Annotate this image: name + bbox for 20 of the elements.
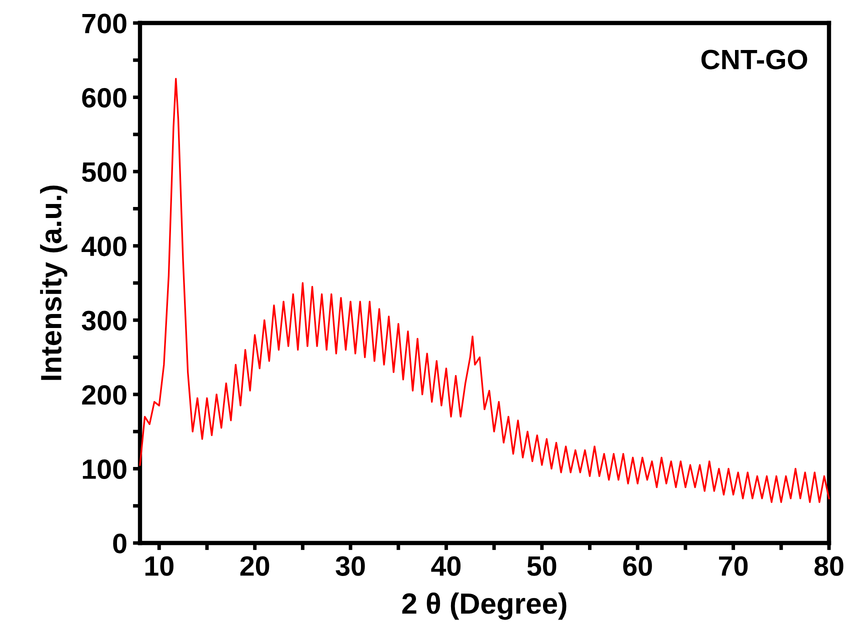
annotation: CNT-GO <box>701 50 808 70</box>
x-tick-label: 70 <box>719 556 748 576</box>
line-series <box>139 78 830 503</box>
x-axis-title: 2 θ (Degree) <box>402 592 566 620</box>
x-tick-label: 30 <box>336 556 365 576</box>
x-tick-label: 80 <box>814 556 844 576</box>
y-tick-label: 200 <box>82 385 126 405</box>
x-tick-label: 20 <box>240 556 270 576</box>
y-tick-label: 400 <box>82 236 126 256</box>
y-axis-title: Intensity (a.u.) <box>40 186 68 380</box>
y-tick-label: 100 <box>82 459 126 480</box>
y-tick-label: 700 <box>82 14 126 34</box>
y-tick-label: 300 <box>82 310 126 331</box>
x-tick-label: 10 <box>145 556 174 576</box>
y-tick-label: 500 <box>82 162 126 182</box>
x-tick-label: 40 <box>431 556 461 576</box>
y-tick-label: 600 <box>82 88 126 108</box>
x-tick-label: 50 <box>527 556 556 576</box>
y-tick-label: 0 <box>113 534 126 554</box>
x-tick-label: 60 <box>623 556 652 576</box>
